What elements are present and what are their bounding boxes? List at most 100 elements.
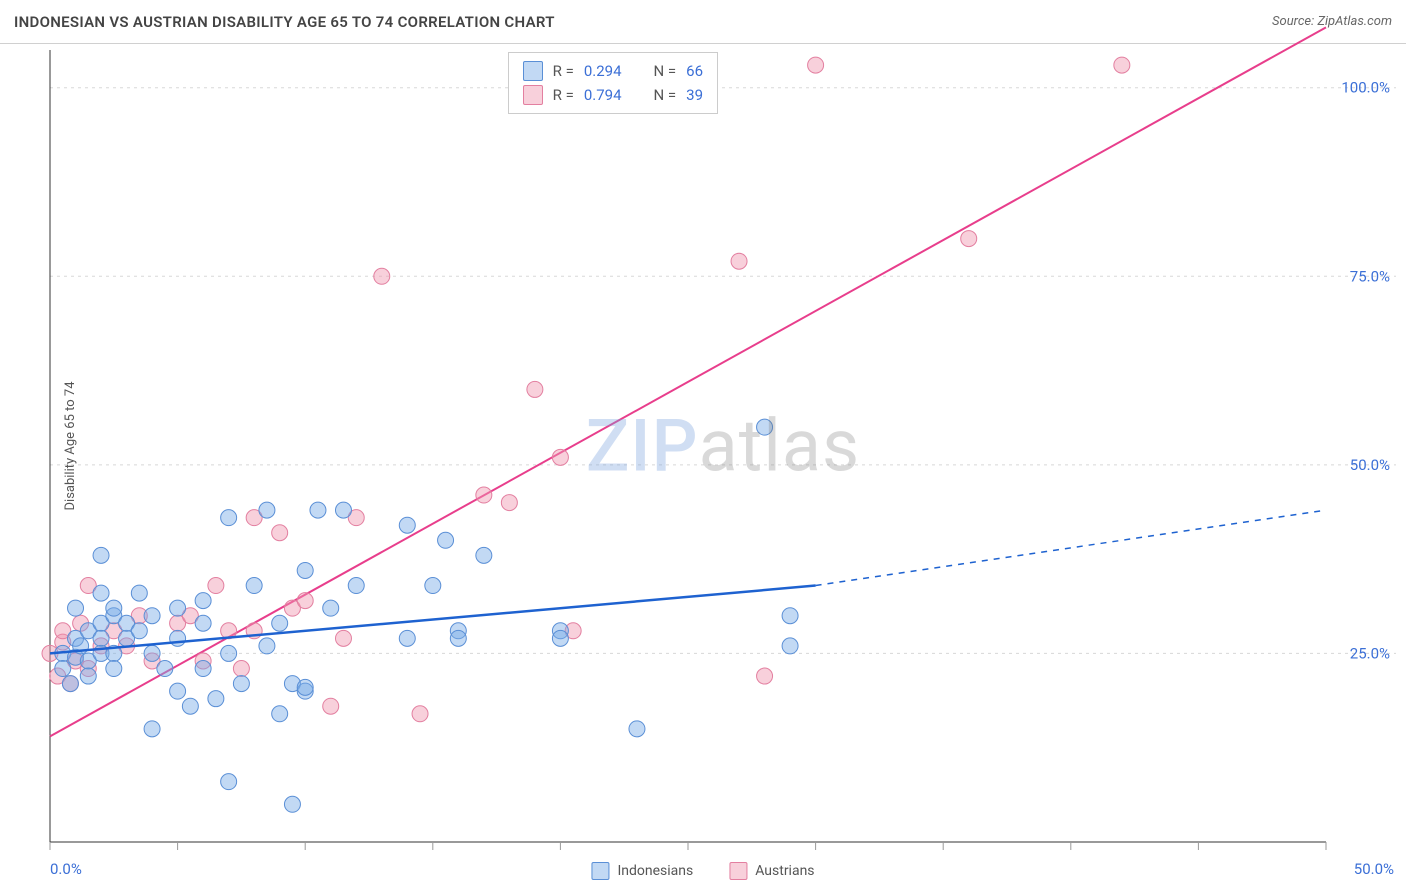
- point-a: [93, 585, 109, 601]
- point-a: [144, 721, 160, 737]
- point-b: [233, 661, 249, 677]
- plot-area: 25.0%50.0%75.0%100.0% ZIPatlas R =0.294N…: [50, 50, 1396, 842]
- point-a: [310, 502, 326, 518]
- chart-title: INDONESIAN VS AUSTRIAN DISABILITY AGE 65…: [14, 13, 555, 31]
- point-a: [68, 600, 84, 616]
- stats-r-label: R =: [553, 62, 574, 80]
- legend-swatch-b: [729, 862, 747, 880]
- point-b: [808, 57, 824, 73]
- stats-swatch: [523, 85, 543, 105]
- point-a: [144, 608, 160, 624]
- point-a: [106, 600, 122, 616]
- point-b: [1114, 57, 1130, 73]
- point-a: [259, 502, 275, 518]
- bottom-legend: Indonesians Austrians: [591, 862, 814, 880]
- point-a: [195, 661, 211, 677]
- x-axis-min-label: 0.0%: [50, 860, 82, 878]
- y-tick-label: 100.0%: [1341, 79, 1390, 97]
- stats-row: R = 0.794 N = 39: [523, 83, 703, 107]
- point-a: [221, 645, 237, 661]
- chart-source: Source: ZipAtlas.com: [1272, 14, 1392, 29]
- point-a: [272, 706, 288, 722]
- point-a: [297, 679, 313, 695]
- legend-label-a: Indonesians: [617, 863, 693, 879]
- point-b: [323, 698, 339, 714]
- point-a: [348, 578, 364, 594]
- legend-item-a: Indonesians: [591, 862, 693, 880]
- point-a: [782, 608, 798, 624]
- point-b: [297, 593, 313, 609]
- point-a: [221, 510, 237, 526]
- point-a: [399, 630, 415, 646]
- point-a: [106, 661, 122, 677]
- y-tick-label: 50.0%: [1350, 456, 1390, 474]
- point-a: [208, 691, 224, 707]
- point-a: [297, 562, 313, 578]
- point-a: [782, 638, 798, 654]
- trend-line-b: [50, 27, 1326, 736]
- point-b: [527, 381, 543, 397]
- point-b: [476, 487, 492, 503]
- point-a: [157, 661, 173, 677]
- point-a: [131, 623, 147, 639]
- x-axis-max-label: 50.0%: [1354, 860, 1394, 878]
- point-a: [323, 600, 339, 616]
- point-a: [195, 615, 211, 631]
- point-a: [450, 630, 466, 646]
- y-tick-label: 75.0%: [1350, 267, 1390, 285]
- chart-svg: 25.0% 50.0% 75.0% 100.0%: [50, 50, 1396, 842]
- stats-n-value: 66: [686, 62, 703, 80]
- stats-r-value: 0.794: [584, 86, 622, 104]
- stats-row: R = 0.294 N = 66: [523, 59, 703, 83]
- source-name: ZipAtlas.com: [1317, 14, 1392, 29]
- point-a: [144, 645, 160, 661]
- point-a: [335, 502, 351, 518]
- stats-swatch: [523, 61, 543, 81]
- point-a: [221, 774, 237, 790]
- point-a: [552, 630, 568, 646]
- point-a: [399, 517, 415, 533]
- point-a: [170, 600, 186, 616]
- point-a: [272, 615, 288, 631]
- trend-line-a: [50, 586, 816, 654]
- stats-n-value: 39: [686, 86, 703, 104]
- point-a: [93, 630, 109, 646]
- point-a: [476, 547, 492, 563]
- point-b: [208, 578, 224, 594]
- trend-line-a-dash: [816, 510, 1326, 585]
- legend-label-b: Austrians: [755, 863, 814, 879]
- point-a: [170, 630, 186, 646]
- point-b: [961, 231, 977, 247]
- y-tick-label: 25.0%: [1350, 644, 1390, 662]
- point-b: [501, 495, 517, 511]
- point-b: [412, 706, 428, 722]
- point-b: [552, 449, 568, 465]
- point-a: [55, 661, 71, 677]
- stats-n-label: N =: [654, 62, 677, 80]
- stats-n-label: N =: [654, 86, 677, 104]
- point-a: [284, 796, 300, 812]
- point-a: [93, 547, 109, 563]
- point-b: [757, 668, 773, 684]
- legend-item-b: Austrians: [729, 862, 814, 880]
- point-a: [182, 698, 198, 714]
- point-b: [335, 630, 351, 646]
- point-a: [170, 683, 186, 699]
- stats-r-label: R =: [553, 86, 574, 104]
- chart-header: INDONESIAN VS AUSTRIAN DISABILITY AGE 65…: [0, 0, 1406, 44]
- point-a: [629, 721, 645, 737]
- legend-swatch-a: [591, 862, 609, 880]
- point-a: [62, 676, 78, 692]
- point-b: [272, 525, 288, 541]
- point-a: [195, 593, 211, 609]
- point-b: [731, 253, 747, 269]
- point-a: [757, 419, 773, 435]
- point-a: [80, 668, 96, 684]
- point-a: [131, 585, 147, 601]
- stats-legend-box: R = 0.294 N = 66 R = 0.794 N = 39: [508, 52, 718, 114]
- stats-r-value: 0.294: [584, 62, 622, 80]
- point-a: [425, 578, 441, 594]
- point-b: [374, 268, 390, 284]
- source-prefix: Source:: [1272, 14, 1317, 29]
- point-a: [246, 578, 262, 594]
